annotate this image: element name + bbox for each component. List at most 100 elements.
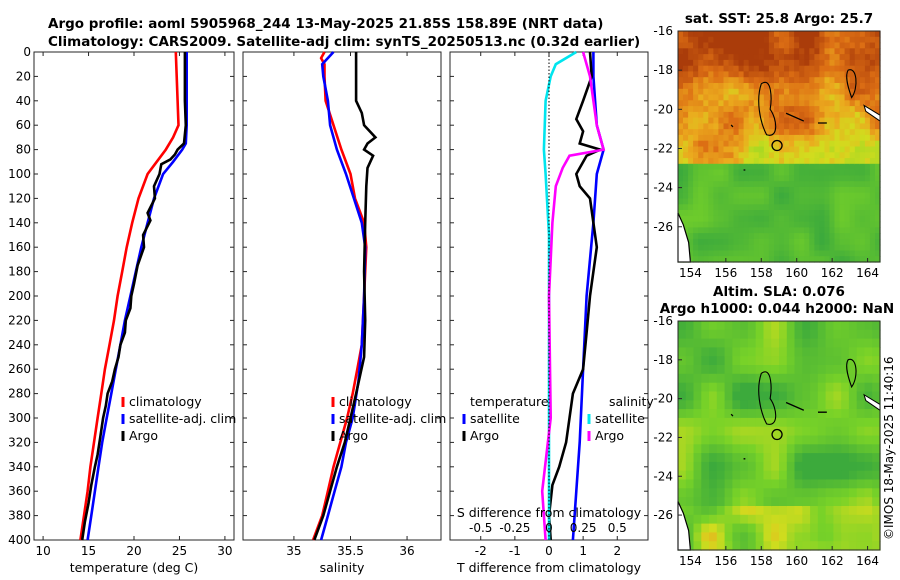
sla_map-cell (841, 356, 850, 366)
sst_map-cell (829, 152, 836, 159)
sla_map-cell (732, 497, 741, 507)
sst_map-cell (869, 123, 876, 130)
sst_map-cell (789, 48, 795, 55)
sla_map-cell (716, 435, 726, 445)
sst_map-cell (718, 48, 724, 55)
sst_map-cell (738, 175, 745, 182)
sst_map-cell (799, 146, 805, 153)
sst_map-cell (708, 192, 714, 200)
sst_map-cell (875, 192, 881, 200)
sst_map-cell (683, 77, 689, 84)
sst_map-cell (728, 146, 735, 153)
sla_map-cell (724, 373, 733, 384)
sla_map-cell (833, 479, 842, 489)
sst_map-cell (733, 192, 740, 200)
sla_map-cell (678, 453, 687, 463)
sst_map-cell (799, 129, 805, 136)
sst_map-cell (748, 59, 755, 67)
sst_map-cell (779, 221, 785, 228)
sst_map-cell (774, 106, 780, 113)
sla_map-cell (763, 479, 772, 489)
sst_map-cell (768, 117, 775, 124)
sst_map-cell (743, 77, 750, 84)
sst_map-cell (733, 31, 740, 38)
sst_map-cell (854, 48, 861, 55)
depth-tick-label: 240 (8, 338, 31, 352)
sst_map-cell (723, 111, 730, 119)
sla_map-cell (864, 391, 873, 401)
sst_map-cell (844, 175, 851, 182)
sla_map-cell (810, 470, 819, 481)
sla_map-cell (779, 479, 788, 489)
sst_map-cell (733, 169, 740, 176)
sst_map-cell (713, 244, 719, 252)
depth-tick-label: 220 (8, 313, 31, 327)
sst_map-cell (779, 106, 785, 113)
sst_map-cell (779, 163, 785, 171)
sla_map-cell (825, 321, 834, 331)
sla_map-cell (794, 417, 803, 428)
sst_map-cell (683, 158, 689, 165)
sst_map-cell (869, 204, 876, 211)
sst_map-cell (834, 111, 841, 119)
sst_map-cell (875, 100, 881, 107)
sla_map-cell (817, 338, 827, 348)
sst_map-cell (789, 238, 795, 246)
sla_map-cell (693, 444, 702, 454)
sst_map-cell (814, 31, 820, 38)
sst_map-cell (824, 238, 831, 246)
sst_map-cell (814, 158, 820, 165)
sla_map-cell (701, 435, 710, 445)
sst_map-cell (774, 36, 780, 44)
sst_map-cell (738, 123, 745, 130)
sst_map-cell (799, 175, 805, 182)
sst_map-cell (728, 256, 735, 263)
sst_map-cell (814, 256, 820, 263)
sst_map-cell (794, 65, 800, 73)
sst_map-cell (854, 256, 861, 263)
sst_map-cell (703, 65, 709, 73)
sla_map-cell (693, 426, 702, 437)
sst_map-cell (794, 59, 800, 67)
sst_map-cell (789, 192, 795, 200)
sst_map-cell (794, 215, 800, 223)
depth-tick-label: 140 (8, 216, 31, 230)
sla_map-cell (817, 506, 827, 516)
sla_map-cell (856, 356, 866, 366)
sla_map-cell (716, 329, 726, 340)
sst_map-cell (693, 111, 699, 119)
sst_map-cell (678, 123, 684, 130)
sst_map-cell (733, 77, 740, 84)
sst_map-cell (708, 123, 714, 130)
sst_map-cell (829, 140, 836, 148)
sst_map-cell (763, 129, 770, 136)
sst_map-cell (748, 88, 755, 96)
sst_map-cell (693, 215, 699, 223)
sla_map-cell (716, 541, 726, 551)
sst_map-cell (728, 244, 735, 252)
sst_map-cell (779, 59, 785, 67)
sst_map-cell (698, 215, 704, 223)
sst_map-cell (733, 54, 740, 61)
sla_map-cell (763, 382, 772, 393)
sla_map-cell (693, 435, 702, 445)
sst_map-cell (683, 181, 689, 188)
sla_map-cell (732, 453, 741, 463)
sla_map-cell (825, 470, 834, 481)
sla_map-cell (740, 479, 749, 489)
sst_map-cell (854, 204, 861, 211)
sst_map-cell (713, 256, 719, 263)
sst_map-cell (864, 42, 871, 49)
sst_map-cell (743, 227, 750, 234)
sst_map-cell (698, 221, 704, 228)
sst_map-cell (824, 186, 831, 194)
sla_map-xtick-label: 160 (785, 554, 808, 568)
sst_map-cell (804, 77, 810, 84)
sst_map-cell (774, 100, 780, 107)
sst_map-cell (799, 158, 805, 165)
sla_map-cell (732, 461, 741, 472)
sst_map-cell (683, 215, 689, 223)
sla_map-cell (786, 329, 796, 340)
sst_map-cell (728, 163, 735, 171)
sst_map-cell (794, 250, 800, 257)
